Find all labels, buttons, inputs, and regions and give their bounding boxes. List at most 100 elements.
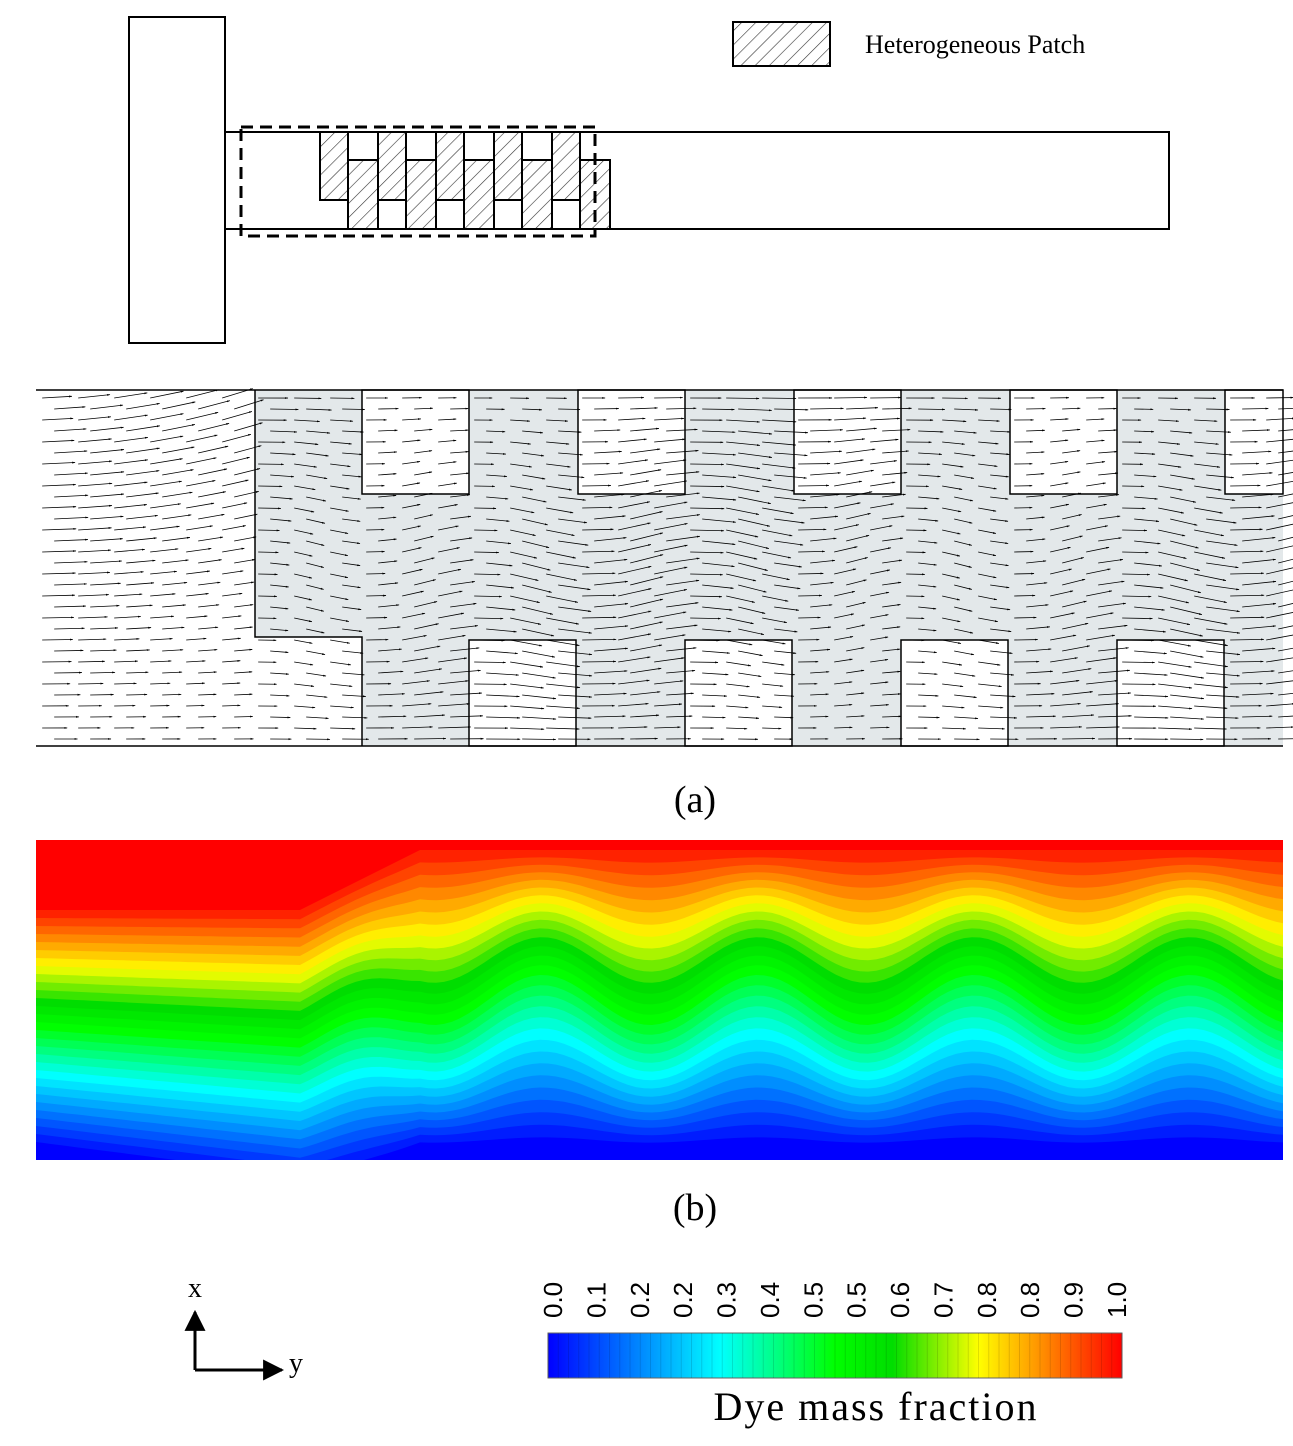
vector [666,535,701,542]
vector [270,562,290,566]
vector [666,514,701,520]
vector [726,397,760,400]
vector [954,540,973,546]
vector [690,529,725,532]
vector [918,672,938,676]
vector [438,482,458,487]
vector [1062,737,1096,740]
vector [1050,590,1074,597]
vector [558,672,593,677]
vector [1050,525,1070,531]
vector [630,691,661,696]
vector [762,485,795,492]
vector [414,601,438,608]
vector [54,605,87,608]
vector [1242,429,1271,432]
vector [738,650,763,656]
vector [654,417,685,421]
vector [918,628,937,632]
vector [198,626,219,630]
vector [630,490,663,498]
vector [618,480,650,487]
vector [42,461,76,465]
vector [198,581,221,586]
vector [126,537,157,542]
vector [186,637,207,641]
vector [438,657,468,663]
vector [186,682,206,685]
vector [1242,647,1276,652]
vector [666,407,697,410]
vector-field [36,388,1293,747]
vector [450,625,479,630]
vector [942,485,963,490]
vector [330,529,349,534]
vector [294,507,315,513]
vector [42,572,76,575]
vector [558,474,585,479]
vector [510,727,545,731]
vector [1158,705,1193,710]
vector [870,591,890,597]
vector [438,504,458,509]
vector [1242,493,1274,498]
vector [1050,726,1083,729]
vector [522,716,557,720]
vector [1062,645,1091,652]
vector [582,506,613,509]
vector [90,448,125,454]
vector [450,472,470,476]
vector [1158,551,1187,559]
vector [186,660,206,663]
vector [834,502,861,509]
vector [234,671,253,674]
vector [942,617,961,623]
colorbar-tick-label: 0.4 [755,1282,785,1318]
vector [1170,496,1197,503]
vector [54,428,87,432]
vector [954,672,976,677]
vector [114,593,143,597]
vector [834,613,855,619]
vector [1170,628,1204,637]
vector [306,606,325,612]
vector [1086,634,1116,641]
vector [54,472,89,476]
patch [319,131,349,201]
vector [522,540,550,549]
vector [54,406,86,410]
vector [1278,603,1293,608]
vector [954,474,975,479]
patch [435,131,465,201]
vector [774,518,805,524]
vector [1230,506,1262,509]
vector [450,580,476,586]
vector [558,408,581,411]
vector [546,727,580,730]
vector [546,661,581,668]
vector [1194,551,1226,559]
vector [942,551,961,557]
vector [450,429,469,432]
vector [1098,692,1132,696]
vector [414,557,435,564]
vector [222,704,241,707]
vector [162,581,188,586]
vector [846,624,866,630]
vector [42,527,77,531]
vector [1098,669,1131,674]
vector [78,460,113,465]
vector [774,540,804,546]
vector [90,493,125,498]
vector [954,408,979,411]
vector [1230,484,1261,487]
vector [1062,492,1082,498]
vector [126,671,149,674]
vector [162,424,196,432]
vector [594,692,627,696]
vector [198,423,230,432]
vector [90,604,120,608]
vector [198,513,225,520]
vector [1266,657,1293,663]
vector [618,459,649,465]
